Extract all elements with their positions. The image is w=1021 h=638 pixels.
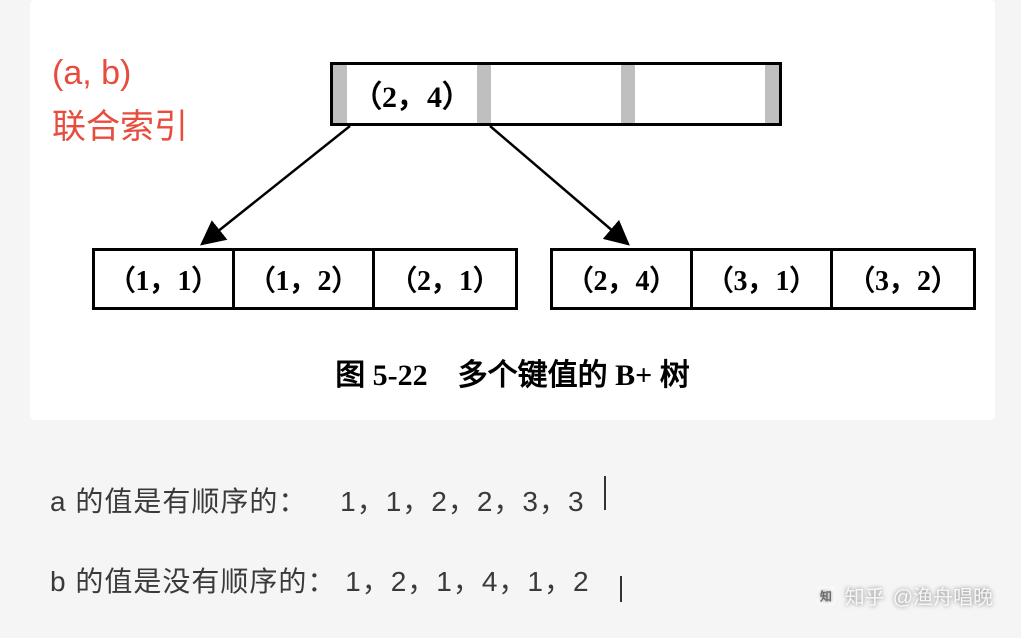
root-cell: （2，4） [347,65,477,123]
root-cell [491,65,621,123]
btree-leaf-right: （2，4） （3，1） （3，2） [550,248,976,310]
text-line-a: a 的值是有顺序的： 1，1，2，2，3，3 [50,480,585,520]
zhihu-icon: 知 [815,585,837,607]
leaf-cell: （3，2） [833,251,973,307]
root-separator [621,65,635,123]
root-separator [765,65,779,123]
svg-text:知: 知 [819,589,832,603]
leaf-cell: （1，1） [95,251,235,307]
diagram-container: (a, b) 联合索引 （2，4） （1，1） （1，2） （2，1） （2，4… [30,0,995,420]
btree-root-node: （2，4） [330,62,782,126]
btree-leaf-left: （1，1） （1，2） （2，1） [92,248,518,310]
watermark-brand: 知乎 [845,581,885,610]
leaf-cell: （2，1） [375,251,515,307]
leaf-cell: （3，1） [693,251,833,307]
line-b-label: b 的值是没有顺序的： [50,566,336,597]
text-cursor [604,476,606,510]
leaf-cell: （1，2） [235,251,375,307]
line-b-values: 1，2，1，4，1，2 [345,566,589,597]
text-cursor [620,576,622,602]
text-line-b: b 的值是没有顺序的： 1，2，1，4，1，2 [50,560,590,600]
root-cell [635,65,765,123]
watermark-user: @渔舟唱晚 [893,581,993,610]
composite-index-annotation: (a, b) 联合索引 [52,46,188,155]
watermark: 知 知乎 @渔舟唱晚 [815,581,993,610]
annotation-line2: 联合索引 [52,100,188,154]
annotation-line1: (a, b) [52,46,188,100]
line-a-label: a 的值是有顺序的： [50,486,307,517]
root-separator [477,65,491,123]
figure-caption: 图 5-22 多个键值的 B+ 树 [30,350,995,394]
root-separator [333,65,347,123]
leaf-cell: （2，4） [553,251,693,307]
line-a-values: 1，1，2，2，3，3 [340,486,584,517]
